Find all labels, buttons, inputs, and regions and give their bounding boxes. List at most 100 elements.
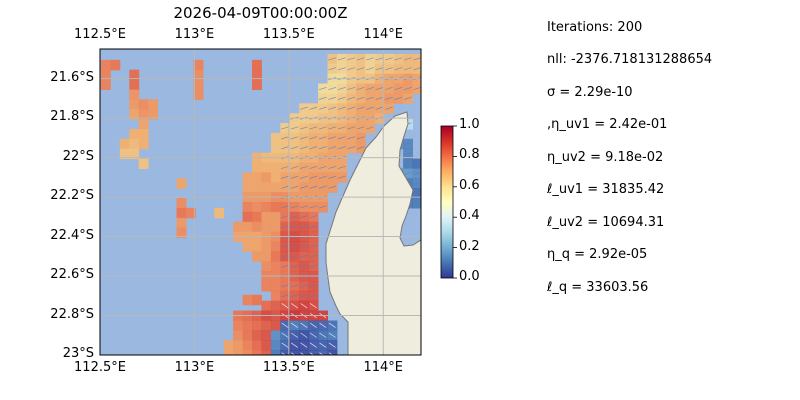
vector-arrow	[347, 86, 356, 91]
vector-arrow	[413, 86, 421, 91]
heatmap-cell	[110, 59, 121, 71]
heatmap-cell	[261, 221, 272, 233]
stat-l-q: ℓ_q = 33603.56	[547, 280, 649, 295]
heatmap-cell	[176, 217, 187, 229]
vector-arrow	[290, 205, 299, 209]
vector-arrow	[347, 67, 356, 71]
heatmap-cell	[252, 330, 262, 341]
stat-eta-uv1: ,η_uv1 = 2.42e-01	[547, 117, 668, 132]
vector-arrow	[300, 342, 308, 348]
heatmap-cell	[138, 109, 149, 120]
heatmap-cell	[185, 207, 196, 219]
heatmap-cell	[100, 69, 111, 81]
map-frame	[99, 48, 422, 356]
vector-arrow	[290, 254, 299, 258]
heatmap-cell	[337, 142, 347, 154]
vector-arrow	[299, 106, 308, 110]
heatmap-cell	[365, 103, 376, 114]
vector-arrow	[413, 57, 421, 61]
heatmap-cell	[270, 132, 281, 144]
x-tick-label-top: 112.5°E	[74, 27, 126, 42]
heatmap-cell	[384, 103, 395, 114]
x-tick-label-bottom: 113.5°E	[262, 360, 315, 375]
heatmap-cell	[308, 350, 319, 355]
vector-arrow	[337, 175, 346, 179]
vector-arrow	[291, 342, 298, 348]
vector-arrow	[347, 57, 356, 61]
heatmap-cell	[261, 202, 272, 213]
vector-arrow	[309, 106, 318, 110]
vector-arrow	[309, 342, 317, 348]
vector-arrow	[281, 136, 290, 140]
vector-arrow	[299, 215, 308, 219]
vector-arrow	[281, 332, 289, 338]
vector-arrow	[291, 322, 298, 328]
heatmap-cell	[270, 281, 281, 292]
vector-arrow	[291, 303, 298, 309]
vector-arrow	[384, 57, 393, 61]
heatmap-cell	[289, 211, 300, 223]
vector-arrow	[328, 106, 337, 110]
vector-arrow	[309, 126, 318, 130]
vector-arrow	[299, 146, 308, 150]
vector-arrow	[347, 96, 356, 100]
heatmap-cell	[270, 350, 281, 355]
heatmap-cell	[289, 281, 300, 292]
vector-arrow	[318, 136, 327, 140]
heatmap-cell	[261, 162, 272, 173]
vector-arrow	[337, 57, 346, 61]
heatmap-cell	[233, 330, 243, 341]
vector-arrow	[347, 136, 356, 140]
heatmap-cell	[242, 350, 253, 355]
vector-arrow	[299, 294, 308, 298]
heatmap-cell	[261, 261, 272, 272]
vector-arrow	[319, 352, 324, 355]
vector-arrow	[281, 126, 290, 130]
colorbar-tick-label: 0.2	[459, 238, 480, 254]
x-tick-label-bottom: 113°E	[174, 360, 215, 375]
vector-arrow	[337, 136, 346, 140]
heatmap-cell	[252, 211, 262, 223]
heatmap-cell	[261, 340, 272, 351]
vector-arrow	[366, 96, 374, 100]
vector-arrow	[281, 146, 290, 150]
vector-arrow	[281, 175, 290, 179]
vector-arrow	[394, 86, 403, 91]
vector-arrow	[318, 126, 327, 130]
vector-arrow	[375, 96, 384, 100]
heatmap-cell	[119, 138, 130, 150]
vector-arrow	[309, 294, 318, 298]
heatmap-cell	[193, 89, 204, 100]
y-tick-label: 22.4°S	[50, 227, 94, 243]
heatmap-cell	[261, 350, 272, 355]
heatmap-cell	[318, 103, 328, 114]
vector-arrow	[356, 106, 365, 110]
heatmap-cell	[252, 172, 262, 183]
vector-arrow	[366, 86, 374, 91]
vector-arrow	[290, 352, 296, 355]
vector-arrow	[375, 67, 384, 71]
vector-arrow	[375, 57, 384, 61]
heatmap-cell	[129, 69, 140, 81]
heatmap-cell	[252, 69, 262, 81]
vector-arrow	[328, 185, 337, 189]
vector-arrow	[356, 67, 365, 71]
land-mass	[325, 111, 421, 355]
heatmap-cell	[138, 119, 149, 130]
heatmap-cell	[129, 89, 140, 100]
vector-arrow	[384, 96, 393, 100]
vector-arrow	[413, 171, 421, 175]
heatmap-cell	[318, 350, 328, 355]
vector-arrow	[290, 215, 299, 219]
vector-arrow	[281, 254, 290, 258]
heatmap-cell	[242, 172, 253, 183]
vector-arrow	[299, 205, 308, 209]
heatmap-cell	[138, 129, 149, 140]
heatmap-cell	[129, 109, 140, 120]
heatmap-cell	[242, 330, 253, 341]
vector-arrow	[337, 165, 346, 169]
vector-arrow	[384, 67, 393, 71]
vector-arrow	[347, 106, 356, 110]
vector-arrow	[328, 146, 337, 150]
heatmap-cell	[261, 320, 272, 331]
